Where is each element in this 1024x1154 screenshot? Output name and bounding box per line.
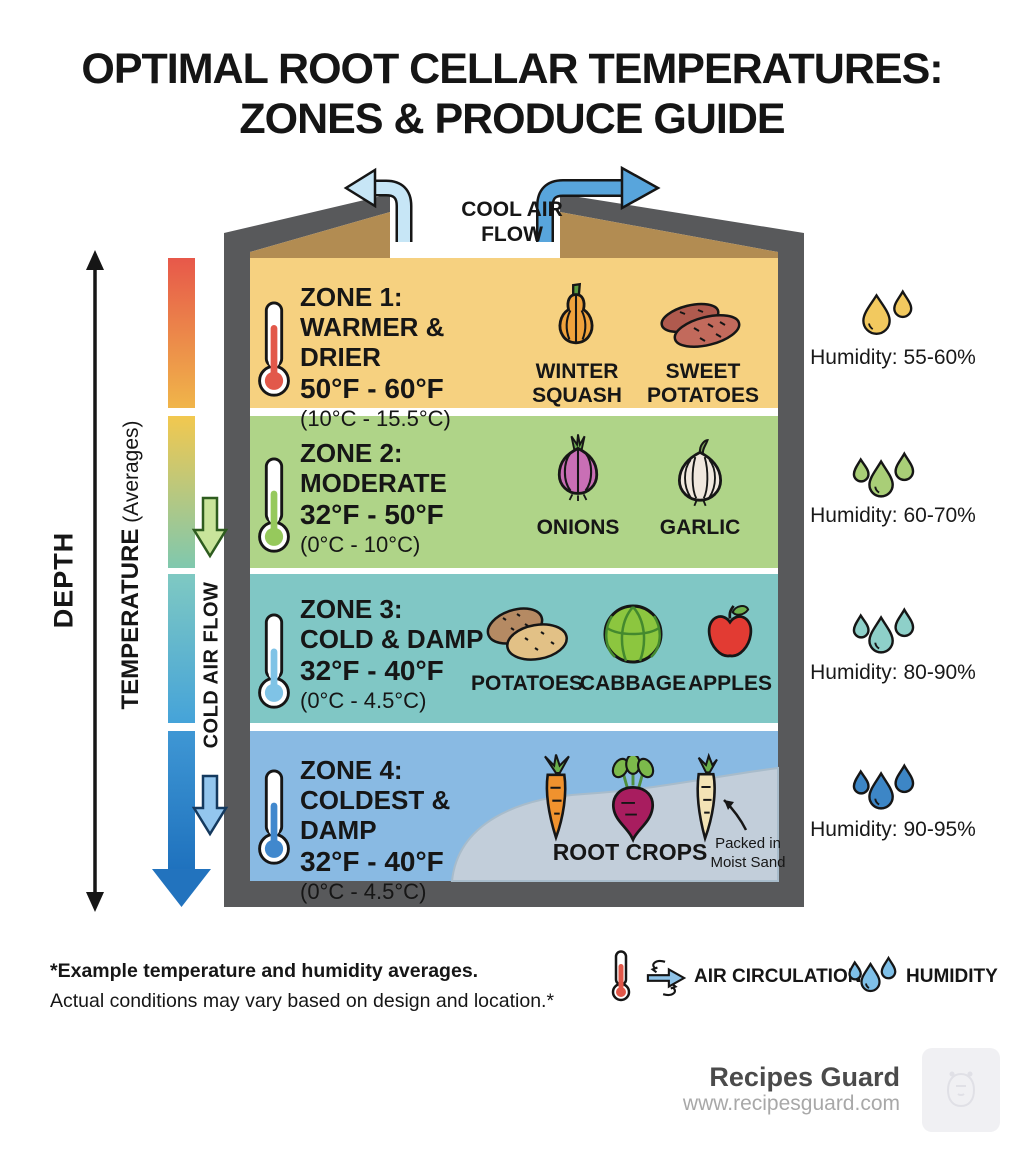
brand-logo-icon — [946, 1071, 976, 1108]
packed-sand-annotation-arrow — [723, 799, 748, 831]
thermometer-icon — [258, 769, 290, 865]
parsnip-icon — [696, 752, 718, 843]
footnote: *Example temperature and humidity averag… — [50, 956, 554, 1016]
cabbage-icon — [603, 604, 663, 664]
zone-4-text: ZONE 4: COLDEST & DAMP 32°F - 40°F (0°C … — [300, 755, 530, 905]
zone-1-title: ZONE 1: — [300, 282, 403, 312]
brand-name: Recipes Guard — [709, 1062, 900, 1092]
zone-2-text: ZONE 2: MODERATE 32°F - 50°F (0°C - 10°C… — [300, 438, 530, 558]
potatoes-icon — [486, 607, 568, 661]
packed-note-line1: Packed in — [715, 835, 781, 852]
cool-air-right-arrow — [536, 165, 661, 242]
zone-3-text: ZONE 3: COLD & DAMP 32°F - 40°F (0°C - 4… — [300, 594, 530, 714]
legend-humidity-icon — [848, 955, 897, 993]
zone-1-subtitle: WARMER & DRIER — [300, 312, 445, 372]
page-title-line2: ZONES & PRODUCE GUIDE — [239, 95, 785, 143]
cool-air-flow-label: COOL AIR FLOW — [437, 197, 587, 247]
garlic-icon — [677, 439, 723, 507]
humidity-droplets-icon — [852, 451, 915, 498]
temperature-axis-label: TEMPERATURE (Averages) — [117, 420, 145, 709]
zone-2-title: ZONE 2: — [300, 438, 403, 468]
page-title-line1: OPTIMAL ROOT CELLAR TEMPERATURES: — [81, 45, 943, 93]
temperature-gradient-bar — [152, 258, 211, 907]
zone-1-humidity: Humidity: 55-60% — [810, 346, 976, 369]
cool-air-flow-label-line1: COOL AIR — [461, 198, 563, 221]
cold-air-flow-label: COLD AIR FLOW — [200, 581, 223, 749]
temperature-axis-label-main: TEMPERATURE — [117, 528, 144, 710]
zone-4-temp-c: (0°C - 4.5°C) — [300, 879, 427, 904]
legend-thermometer-icon — [611, 950, 631, 1002]
footnote-line2: Actual conditions may vary based on desi… — [50, 990, 555, 1012]
sweet-potatoes-icon — [660, 302, 741, 349]
depth-label: DEPTH — [48, 531, 79, 629]
sweet-potatoes-label: SWEET POTATOES — [646, 360, 759, 407]
zone-3-title: ZONE 3: — [300, 594, 403, 624]
packed-note-line2: Moist Sand — [710, 854, 786, 871]
carrot-icon — [544, 754, 570, 842]
right-wall — [560, 194, 804, 907]
humidity-droplets-icon — [852, 607, 915, 654]
zone-4-subtitle: COLDEST & DAMP — [300, 785, 451, 845]
attic-right — [560, 212, 778, 258]
zone-2-temp-f: 32°F - 50°F — [300, 499, 444, 530]
green-down-arrow — [191, 496, 229, 559]
zone-4-title: ZONE 4: — [300, 755, 403, 785]
thermometer-icon — [258, 613, 290, 709]
garlic-label: GARLIC — [659, 516, 741, 539]
zone-3-temp-c: (0°C - 4.5°C) — [300, 688, 427, 713]
depth-axis-arrow — [86, 250, 104, 912]
page-title: OPTIMAL ROOT CELLAR TEMPERATURES: ZONES … — [0, 44, 1024, 144]
zone-2-temp-c: (0°C - 10°C) — [300, 532, 421, 557]
zone-4-humidity: Humidity: 90-95% — [810, 818, 976, 841]
bottom-wall — [224, 881, 804, 907]
potatoes-label: POTATOES — [470, 672, 583, 695]
brand-logo — [922, 1048, 1000, 1132]
blue-down-arrow — [191, 774, 229, 837]
thermometer-icon — [258, 457, 290, 553]
apples-label: APPLES — [687, 672, 773, 695]
zone-1-temp-f: 50°F - 60°F — [300, 373, 444, 404]
zone-3-temp-f: 32°F - 40°F — [300, 655, 444, 686]
zone-3-humidity: Humidity: 80-90% — [810, 661, 976, 684]
temperature-axis-label-note: (Averages) — [120, 420, 143, 529]
root-crops-label: ROOT CROPS — [552, 839, 708, 865]
zone-3-subtitle: COLD & DAMP — [300, 624, 484, 654]
zone-2-humidity: Humidity: 60-70% — [810, 504, 976, 527]
apples-icon — [707, 605, 753, 658]
gradient-bar-arrowhead — [152, 869, 211, 907]
left-wall — [224, 194, 390, 907]
thermometer-icon — [258, 301, 290, 397]
moist-sand-mound — [450, 766, 779, 882]
packed-in-moist-sand-note: Packed in Moist Sand — [693, 834, 803, 872]
beet-icon — [611, 756, 655, 844]
cabbage-label: CABBAGE — [579, 672, 687, 695]
humidity-legend-label: HUMIDITY — [906, 966, 998, 987]
onions-label: ONIONS — [536, 516, 620, 539]
cool-air-flow-label-line2: FLOW — [481, 223, 543, 246]
zone-2-subtitle: MODERATE — [300, 468, 447, 498]
winter-squash-icon — [558, 282, 594, 345]
winter-squash-label: WINTER SQUASH — [532, 360, 622, 407]
humidity-droplets-icon — [852, 763, 915, 810]
onions-icon — [557, 434, 599, 501]
zone-1-text: ZONE 1: WARMER & DRIER 50°F - 60°F (10°C… — [300, 282, 530, 432]
cool-air-left-arrow — [343, 167, 413, 242]
zone-1-temp-c: (10°C - 15.5°C) — [300, 406, 451, 431]
humidity-droplets-icon — [862, 289, 913, 335]
air-circulation-icon — [646, 960, 687, 996]
brand-url: www.recipesguard.com — [682, 1092, 900, 1115]
attic-left — [250, 212, 390, 258]
air-circulation-label: AIR CIRCULATION — [694, 966, 862, 987]
footnote-line1: *Example temperature and humidity averag… — [50, 960, 479, 982]
zone-4-temp-f: 32°F - 40°F — [300, 846, 444, 877]
